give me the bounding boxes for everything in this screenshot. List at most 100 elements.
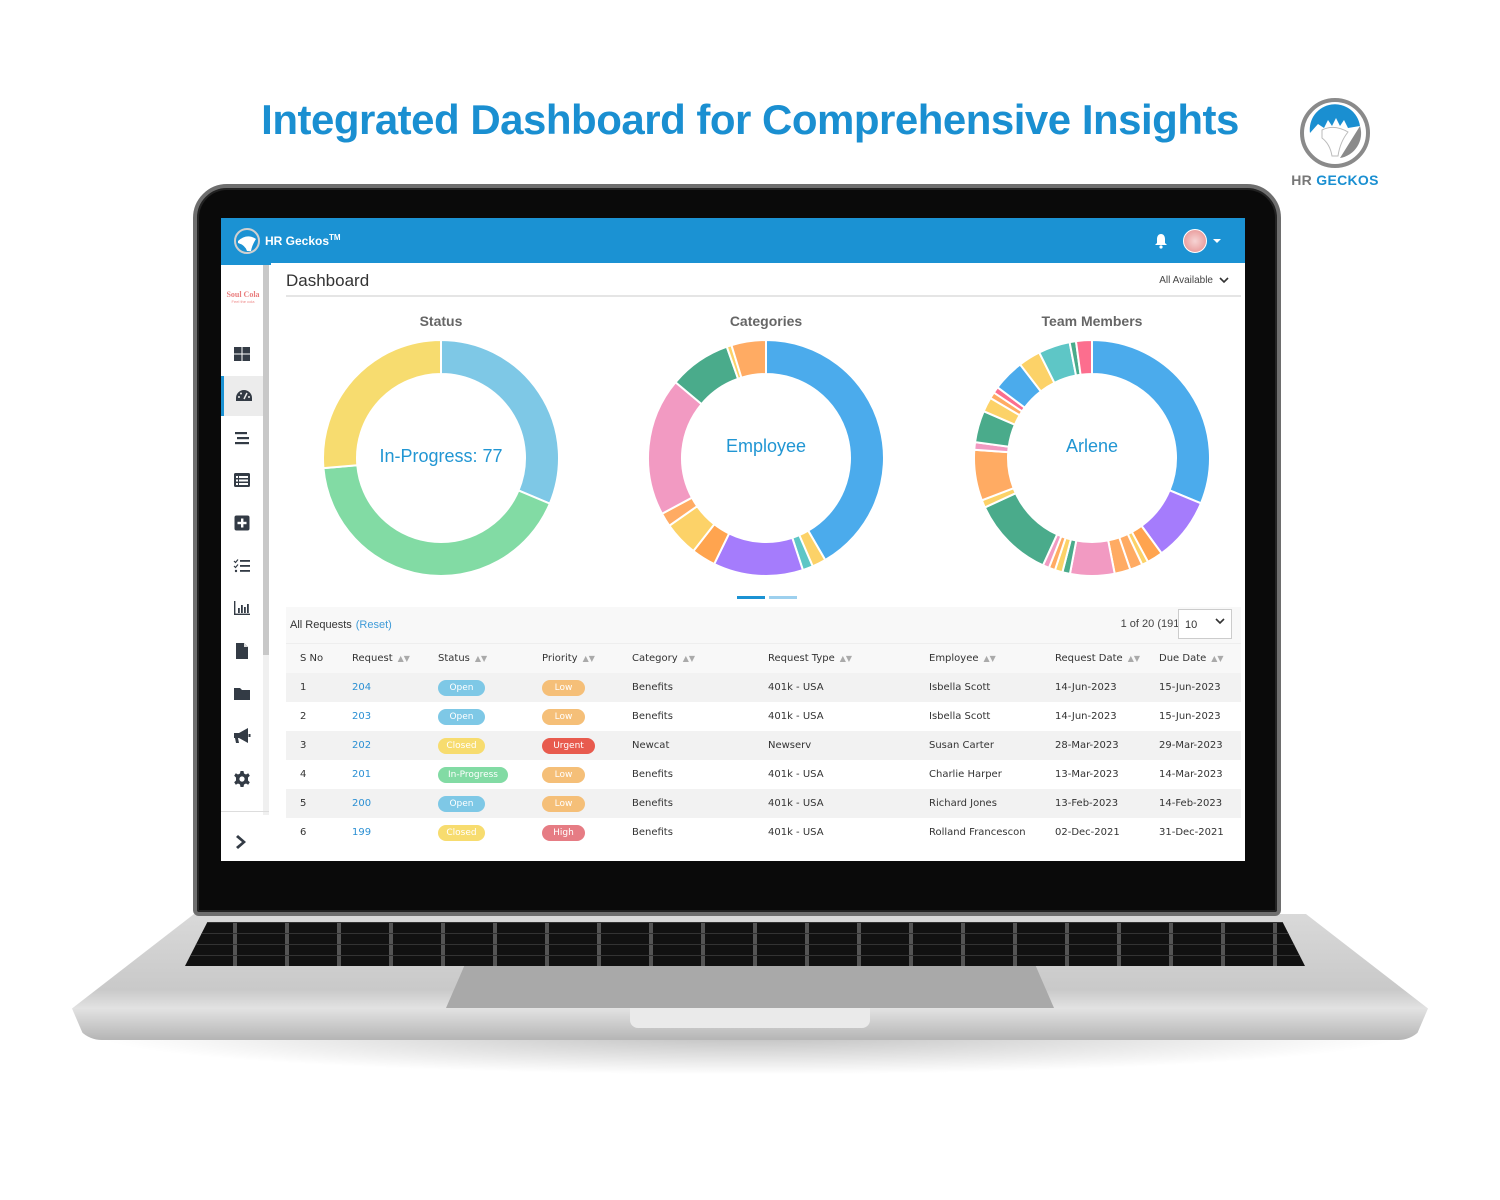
table-row[interactable]: 6 199 Closed High Benefits 401k - USA Rolland … (286, 818, 1241, 847)
col-due-date[interactable]: Due Date ▲▼ (1145, 644, 1241, 673)
page-size-value: 10 (1185, 619, 1198, 631)
page-title: Dashboard (286, 271, 370, 290)
company-logo: Soul Cola Feel the cola (225, 290, 261, 318)
page-size-select[interactable]: 10 (1178, 609, 1232, 639)
sidebar-item-settings[interactable] (221, 759, 263, 799)
cell-employee: Richard Jones (915, 789, 1041, 818)
cell-request-type: Newserv (754, 731, 915, 760)
col-status[interactable]: Status ▲▼ (424, 644, 528, 673)
scrollbar-thumb[interactable] (263, 265, 269, 655)
cell-sno: 3 (286, 731, 338, 760)
cell-status: In-Progress (424, 760, 528, 789)
carousel-indicator-2[interactable] (769, 596, 797, 599)
cell-request[interactable]: 203 (338, 702, 424, 731)
lid-notch (630, 1008, 870, 1028)
table-row[interactable]: 2 203 Open Low Benefits 401k - USA Isbella Sco… (286, 702, 1241, 731)
bell-icon[interactable] (1153, 233, 1169, 249)
sidebar-item-new-request[interactable] (221, 503, 263, 543)
donut-segment[interactable] (1074, 338, 1093, 376)
cell-request[interactable]: 200 (338, 789, 424, 818)
request-link[interactable]: 199 (352, 827, 372, 838)
col-employee[interactable]: Employee ▲▼ (915, 644, 1041, 673)
app-logo-icon[interactable] (233, 227, 261, 255)
sidebar-item-dashboard[interactable] (221, 376, 263, 416)
status-badge: Closed (438, 824, 485, 841)
request-link[interactable]: 204 (352, 682, 372, 693)
table-row[interactable]: 5 200 Open Low Benefits 401k - USA Richard Jon… (286, 789, 1241, 818)
table-row[interactable]: 3 202 Closed Urgent Newcat Newserv Susan Carte… (286, 731, 1241, 760)
team-donut-chart[interactable] (972, 338, 1212, 578)
sidebar-item-tiles[interactable] (221, 334, 263, 374)
col-request-type[interactable]: Request Type ▲▼ (754, 644, 915, 673)
donut-segment[interactable] (440, 338, 560, 505)
sidebar-item-list[interactable] (221, 418, 263, 458)
sidebar-item-tasks[interactable] (221, 546, 263, 586)
donut-segment[interactable] (1091, 338, 1211, 505)
cell-status: Open (424, 702, 528, 731)
company-logo-text: Soul Cola (226, 290, 260, 299)
gear-icon (234, 771, 250, 787)
status-donut-chart[interactable] (321, 338, 561, 578)
sidebar-item-reports[interactable] (221, 588, 263, 628)
request-link[interactable]: 202 (352, 740, 372, 751)
avatar[interactable] (1183, 228, 1207, 253)
categories-chart-title: Categories (729, 313, 803, 329)
sort-icon: ▲▼ (1211, 654, 1224, 663)
col-request[interactable]: Request ▲▼ (338, 644, 424, 673)
cell-request-date: 13-Mar-2023 (1055, 769, 1119, 780)
donut-segment[interactable] (322, 464, 552, 577)
donut-segment[interactable] (1068, 539, 1116, 577)
sidebar-item-folders[interactable] (221, 674, 263, 714)
caret-down-icon[interactable] (1213, 238, 1221, 243)
cell-request-date: 13-Feb-2023 (1041, 789, 1145, 818)
cell-sno: 2 (300, 711, 307, 722)
sidebar-scrollbar[interactable] (263, 265, 269, 815)
donut-segment[interactable] (322, 338, 442, 470)
cell-request[interactable]: 199 (338, 818, 424, 847)
status-badge: In-Progress (438, 766, 508, 783)
status-badge: Open (438, 679, 485, 696)
donut-segment[interactable] (712, 532, 805, 577)
carousel-indicator-1[interactable] (737, 596, 765, 599)
cell-request-type: 401k - USA (768, 769, 824, 780)
app-screen: HR GeckosTM Soul Cola Feel the cola (221, 218, 1245, 861)
col-category[interactable]: Category ▲▼ (618, 644, 754, 673)
cell-request-type: 401k - USA (754, 673, 915, 702)
title-divider (286, 295, 1241, 297)
reset-link[interactable]: (Reset) (355, 619, 392, 631)
sidebar-item-documents[interactable] (221, 631, 263, 671)
cell-request-type: 401k - USA (768, 711, 824, 722)
sidebar-item-announcements[interactable] (221, 716, 263, 756)
availability-filter[interactable]: All Available (1159, 275, 1229, 286)
sidebar-expand-button[interactable] (221, 822, 263, 861)
requests-table: S No Request ▲▼ Status ▲▼ Priority ▲▼ Categ… (286, 644, 1241, 847)
request-link[interactable]: 200 (352, 798, 372, 809)
cell-request[interactable]: 201 (338, 760, 424, 789)
sort-icon: ▲▼ (839, 654, 853, 663)
donut-segment[interactable] (765, 338, 885, 562)
categories-chart: Categories (616, 313, 916, 329)
main-content: Dashboard All Available Status In-Progre… (276, 265, 1245, 861)
table-row[interactable]: 4 201 In-Progress Low Benefits 401k - USA Char… (286, 760, 1241, 789)
col-sno[interactable]: S No (286, 644, 338, 673)
sidebar-item-requests[interactable] (221, 460, 263, 500)
request-link[interactable]: 201 (352, 769, 372, 780)
cell-status: Open (424, 789, 528, 818)
col-priority[interactable]: Priority ▲▼ (528, 644, 618, 673)
cell-priority: Low (528, 702, 618, 731)
table-row[interactable]: 1 204 Open Low Benefits 401k - USA Isbella Sco… (286, 673, 1241, 702)
cell-request[interactable]: 204 (338, 673, 424, 702)
categories-donut-chart[interactable] (646, 338, 886, 578)
cell-sno: 1 (286, 673, 338, 702)
donut-segment[interactable] (983, 491, 1059, 567)
laptop-shadow (90, 1035, 1410, 1075)
donut-segment[interactable] (730, 338, 767, 379)
cell-sno: 6 (300, 827, 307, 838)
col-request-date[interactable]: Request Date ▲▼ (1041, 644, 1145, 673)
request-link[interactable]: 203 (352, 711, 372, 722)
requests-title: All Requests (290, 619, 352, 631)
cell-category: Benefits (618, 673, 754, 702)
chevron-right-icon (236, 835, 246, 849)
team-center-label: Arlene (1065, 436, 1119, 456)
cell-request[interactable]: 202 (338, 731, 424, 760)
